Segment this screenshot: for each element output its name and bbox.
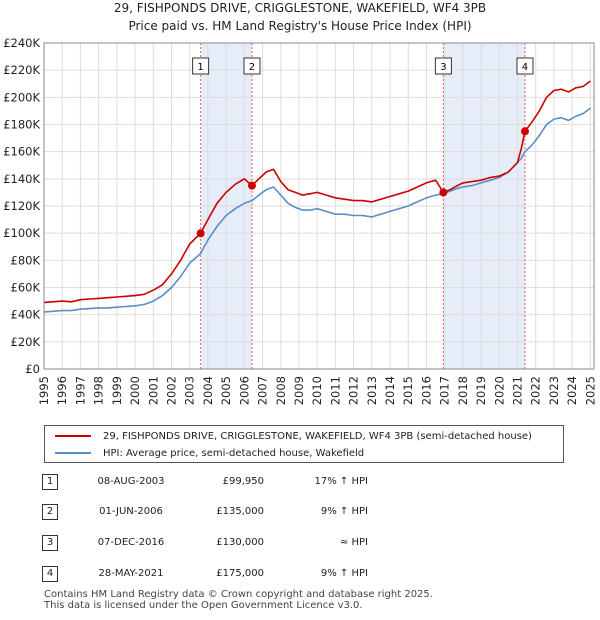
legend-item-hpi: HPI: Average price, semi-detached house,… — [55, 445, 364, 461]
y-tick-label: £40K — [11, 308, 41, 322]
x-tick-label: 2025 — [583, 376, 597, 405]
x-tick-label: 2012 — [347, 376, 361, 405]
y-tick-label: £240K — [3, 36, 40, 50]
x-tick-label: 2010 — [310, 376, 324, 405]
x-tick-label: 2008 — [274, 376, 288, 405]
transaction-marker-number: 2 — [249, 62, 255, 73]
transaction-row: 3 07-DEC-2016 £130,000 ≈ HPI — [42, 535, 562, 555]
sale-point — [196, 229, 205, 238]
sale-point — [439, 188, 448, 197]
transaction-price: £175,000 — [216, 568, 264, 579]
transaction-hpi: 9% ↑ HPI — [320, 568, 368, 579]
sale-point — [247, 181, 256, 190]
x-tick-label: 2005 — [219, 376, 233, 405]
y-tick-label: £100K — [3, 226, 40, 240]
transaction-marker-box — [434, 57, 452, 75]
transaction-marker-box — [516, 57, 534, 75]
chart-legend: 29, FISHPONDS DRIVE, CRIGGLESTONE, WAKEF… — [44, 425, 564, 463]
price-chart: 29, FISHPONDS DRIVE, CRIGGLESTONE, WAKEF… — [3, 1, 597, 405]
y-tick-label: £0 — [25, 362, 40, 376]
x-tick-label: 2013 — [365, 376, 379, 405]
x-tick-label: 2003 — [183, 376, 197, 405]
x-tick-label: 2011 — [328, 376, 342, 405]
x-tick-label: 1996 — [55, 376, 69, 405]
legend-item-property: 29, FISHPONDS DRIVE, CRIGGLESTONE, WAKEF… — [55, 428, 532, 444]
x-tick-label: 2024 — [565, 376, 579, 405]
transaction-hpi: 17% ↑ HPI — [314, 476, 368, 487]
y-tick-label: £80K — [11, 253, 41, 267]
x-tick-label: 2021 — [511, 376, 525, 405]
y-tick-label: £200K — [3, 90, 40, 104]
transaction-marker-number: 4 — [522, 62, 528, 73]
footer-copyright: Contains HM Land Registry data © Crown c… — [44, 589, 433, 600]
y-tick-label: £180K — [3, 118, 40, 132]
x-tick-label: 2004 — [201, 376, 215, 405]
x-tick-label: 2015 — [401, 376, 415, 405]
x-tick-label: 2020 — [492, 376, 506, 405]
legend-label-property: 29, FISHPONDS DRIVE, CRIGGLESTONE, WAKEF… — [103, 430, 532, 442]
x-tick-label: 1999 — [110, 376, 124, 405]
x-tick-label: 2009 — [292, 376, 306, 405]
transaction-date: 28-MAY-2021 — [98, 568, 164, 579]
chart-title: 29, FISHPONDS DRIVE, CRIGGLESTONE, WAKEF… — [114, 1, 486, 15]
x-tick-label: 2007 — [256, 376, 270, 405]
y-tick-label: £60K — [11, 281, 41, 295]
transaction-number: 4 — [42, 566, 58, 582]
x-tick-label: 1997 — [73, 376, 87, 405]
footer-license: This data is licensed under the Open Gov… — [44, 600, 363, 611]
y-tick-label: £120K — [3, 199, 40, 213]
transaction-marker-box — [192, 57, 210, 75]
y-tick-label: £20K — [11, 335, 41, 349]
legend-label-hpi: HPI: Average price, semi-detached house,… — [103, 447, 365, 459]
y-tick-label: £160K — [3, 145, 40, 159]
x-tick-label: 2022 — [529, 376, 543, 405]
x-tick-label: 1998 — [92, 376, 106, 405]
x-tick-label: 2000 — [128, 376, 142, 405]
transaction-hpi: 9% ↑ HPI — [320, 506, 368, 517]
x-tick-label: 1995 — [37, 376, 51, 405]
x-tick-label: 2014 — [383, 376, 397, 405]
x-tick-label: 2001 — [146, 376, 160, 405]
plot-frame — [43, 42, 595, 370]
transaction-price: £135,000 — [216, 506, 264, 517]
transaction-marker-number: 1 — [197, 62, 203, 73]
x-tick-label: 2023 — [547, 376, 561, 405]
transaction-price: £99,950 — [222, 476, 264, 487]
transaction-number: 3 — [42, 535, 58, 551]
transaction-row: 2 01-JUN-2006 £135,000 9% ↑ HPI — [42, 504, 562, 524]
legend-swatch-hpi — [55, 452, 91, 454]
transaction-number: 1 — [42, 474, 58, 490]
transaction-date: 08-AUG-2003 — [97, 476, 165, 487]
x-tick-label: 2006 — [237, 376, 251, 405]
x-tick-label: 2018 — [456, 376, 470, 405]
transaction-row: 4 28-MAY-2021 £175,000 9% ↑ HPI — [42, 566, 562, 586]
transaction-hpi: ≈ HPI — [339, 537, 368, 548]
legend-swatch-property — [55, 435, 91, 437]
transaction-price: £130,000 — [216, 537, 264, 548]
sale-point — [520, 127, 529, 136]
x-tick-label: 2016 — [419, 376, 433, 405]
transaction-number: 2 — [42, 504, 58, 520]
y-tick-label: £140K — [3, 172, 40, 186]
transaction-row: 1 08-AUG-2003 £99,950 17% ↑ HPI — [42, 474, 562, 494]
transaction-date: 01-JUN-2006 — [99, 506, 163, 517]
series-line — [43, 80, 591, 304]
transaction-marker-number: 3 — [440, 62, 446, 73]
x-tick-label: 2002 — [164, 376, 178, 405]
footer-attribution: Contains HM Land Registry data © Crown c… — [44, 589, 433, 611]
chart-subtitle: Price paid vs. HM Land Registry's House … — [128, 19, 471, 33]
transaction-date: 07-DEC-2016 — [97, 537, 165, 548]
x-tick-label: 2019 — [474, 376, 488, 405]
transaction-marker-box — [243, 57, 261, 75]
x-tick-label: 2017 — [438, 376, 452, 405]
y-tick-label: £220K — [3, 63, 40, 77]
